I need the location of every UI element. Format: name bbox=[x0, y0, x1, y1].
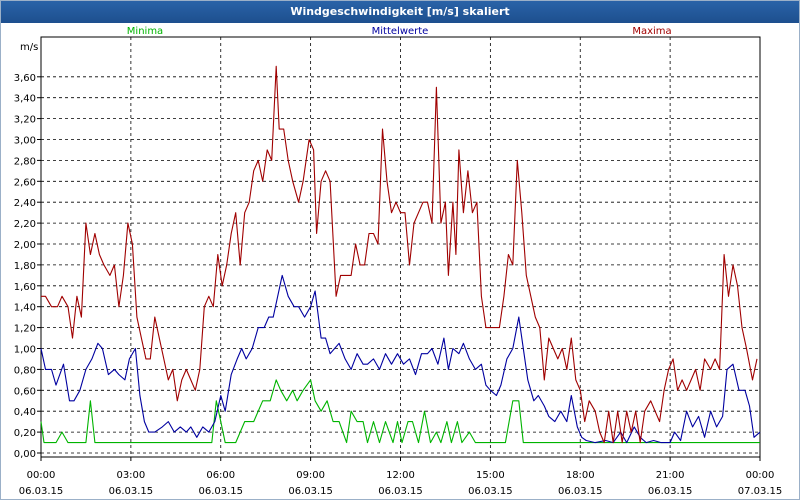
y-tick-label: 2,20 bbox=[14, 219, 36, 230]
series-group bbox=[40, 65, 761, 444]
y-tick-label: 1,00 bbox=[14, 345, 36, 356]
x-tick-date: 06.03.15 bbox=[19, 486, 64, 497]
y-tick-label: 2,60 bbox=[14, 177, 36, 188]
x-tick-time: 00:00 bbox=[27, 470, 56, 481]
x-tick-time: 09:00 bbox=[296, 470, 325, 481]
x-tick-time: 03:00 bbox=[116, 470, 145, 481]
y-tick-label: 1,80 bbox=[14, 261, 36, 272]
y-tick-label: 3,20 bbox=[14, 115, 36, 126]
x-tick-date: 06.03.15 bbox=[378, 486, 423, 497]
x-tick-time: 15:00 bbox=[476, 470, 505, 481]
legend-minima: Minima bbox=[127, 26, 163, 37]
y-tick-label: 2,40 bbox=[14, 198, 36, 209]
y-tick-label: 0,40 bbox=[14, 407, 36, 418]
x-tick-time: 12:00 bbox=[386, 470, 415, 481]
y-tick-label: 0,80 bbox=[14, 365, 36, 376]
series-line-maxima bbox=[41, 65, 758, 444]
series-line-mittelwerte bbox=[40, 274, 761, 444]
y-tick-label: 0,60 bbox=[14, 386, 36, 397]
x-tick-time: 00:00 bbox=[746, 470, 775, 481]
x-tick-date: 06.03.15 bbox=[109, 486, 154, 497]
x-tick-time: 21:00 bbox=[656, 470, 685, 481]
y-tick-label: 1,40 bbox=[14, 303, 36, 314]
y-tick-label: 3,00 bbox=[14, 136, 36, 147]
y-tick-label: 2,00 bbox=[14, 240, 36, 251]
x-tick-date: 06.03.15 bbox=[198, 486, 243, 497]
y-tick-label: 1,20 bbox=[14, 324, 36, 335]
y-tick-label: 3,60 bbox=[14, 73, 36, 84]
x-tick-date: 06.03.15 bbox=[648, 486, 693, 497]
series-line-minima bbox=[40, 379, 760, 444]
x-tick-time: 06:00 bbox=[206, 470, 235, 481]
y-tick-label: 3,40 bbox=[14, 94, 36, 105]
grid bbox=[37, 37, 761, 461]
y-tick-labels: 0,00 0,20 0,40 0,60 0,80 1,00 1,20 1,40 1,60 1,80… bbox=[14, 73, 36, 460]
x-tick-date: 06.03.15 bbox=[558, 486, 603, 497]
y-tick-label: 1,60 bbox=[14, 282, 36, 293]
y-tick-label: 0,00 bbox=[14, 449, 36, 460]
legend-mittelwerte: Mittelwerte bbox=[372, 26, 429, 37]
legend-maxima: Maxima bbox=[632, 26, 671, 37]
x-tick-date: 06.03.15 bbox=[468, 486, 513, 497]
y-tick-label: 2,80 bbox=[14, 156, 36, 167]
x-tick-date: 07.03.15 bbox=[738, 486, 783, 497]
x-tick-date: 06.03.15 bbox=[288, 486, 333, 497]
chart-title: Windgeschwindigkeit [m/s] skaliert bbox=[1, 1, 799, 23]
x-tick-time: 18:00 bbox=[566, 470, 595, 481]
x-tick-labels: 00:00 06.03.15 03:00 06.03.15 06:00 06.03.15 0… bbox=[19, 470, 783, 497]
y-tick-label: 0,20 bbox=[14, 428, 36, 439]
y-axis-label: m/s bbox=[20, 42, 38, 53]
